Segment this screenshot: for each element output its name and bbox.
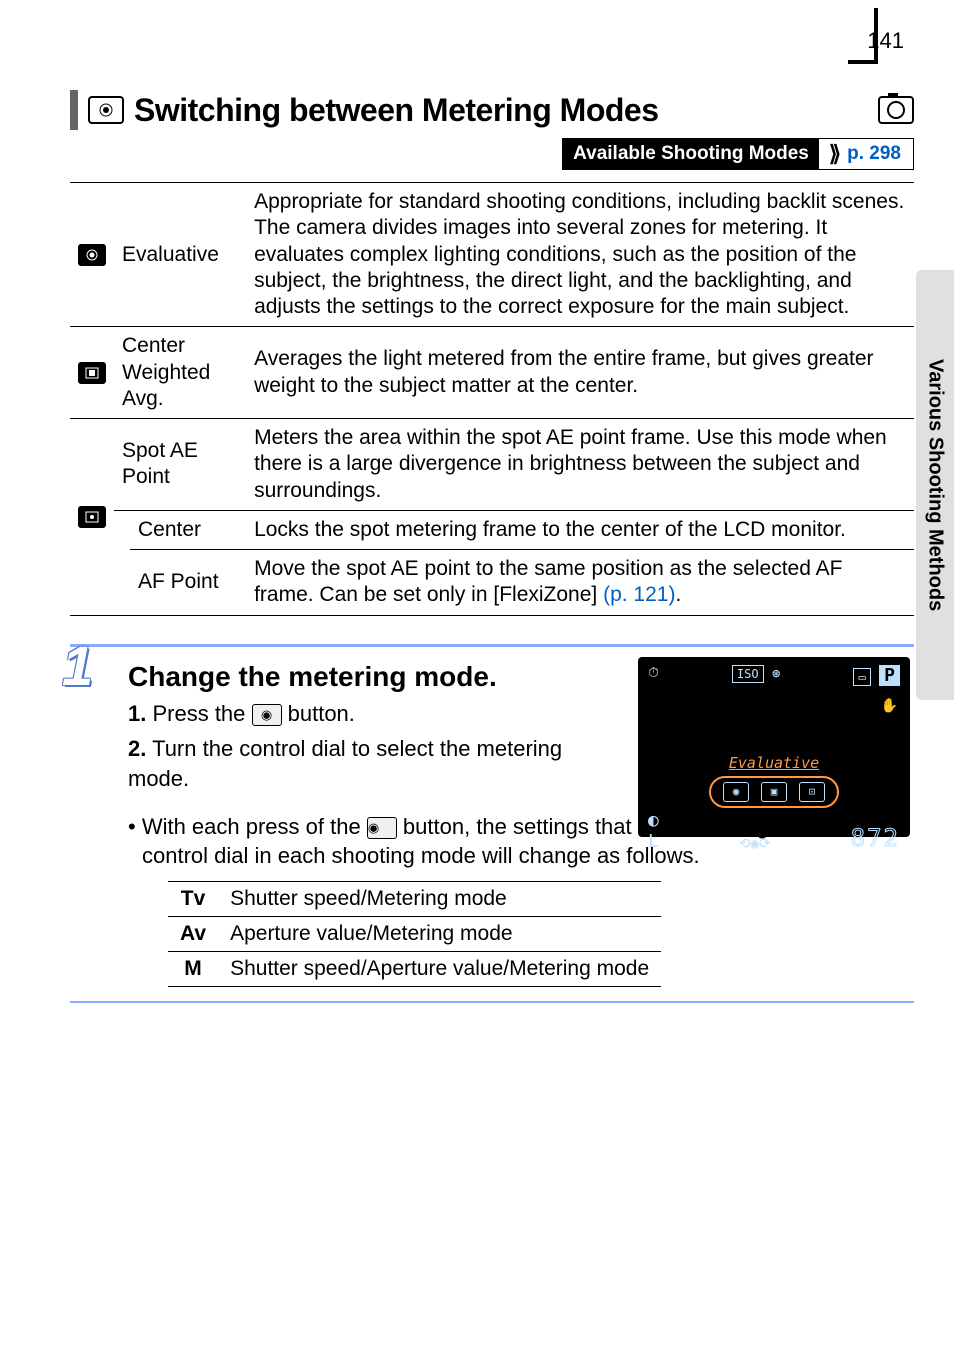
dial-hint-icon: ⟲◉⟳ xyxy=(739,836,771,852)
section-side-tab: Various Shooting Methods xyxy=(916,270,954,700)
metering-modes-table: Evaluative Appropriate for standard shoo… xyxy=(70,182,914,616)
size-l-icon: L xyxy=(648,831,659,852)
lcd-mode-label: Evaluative xyxy=(638,754,910,772)
step-block: 1 ⏱ ISO ⊛ ▭ P ✋ Evaluative ◉ ▣ ⊡ xyxy=(70,644,914,1003)
center-weighted-icon xyxy=(78,362,106,384)
page-reference-link[interactable]: (p. 121) xyxy=(603,583,675,606)
table-row: Center Weighted Avg. Averages the light … xyxy=(70,327,914,419)
submode-description: Move the spot AE point to the same posit… xyxy=(246,550,914,616)
auto-icon: ⊛ xyxy=(772,666,780,682)
substep-2: 2. Turn the control dial to select the m… xyxy=(128,734,568,793)
available-modes-box: Available Shooting Modes ⟫ p. 298 xyxy=(562,138,914,170)
submode-name: Center xyxy=(130,510,246,549)
mode-name: Evaluative xyxy=(114,183,246,327)
mode-description: Meters the area within the spot AE point… xyxy=(246,419,914,511)
spot-option-icon: ⊡ xyxy=(799,782,825,802)
available-modes-page-ref[interactable]: p. 298 xyxy=(847,143,913,165)
available-modes-label: Available Shooting Modes xyxy=(563,139,819,169)
section-side-tab-label: Various Shooting Methods xyxy=(924,359,947,611)
step-number: 1 xyxy=(62,633,93,698)
mode-description: Appropriate for standard shooting condit… xyxy=(246,183,914,327)
table-row: AF Point Move the spot AE point to the s… xyxy=(70,550,914,616)
table-row: Spot AE Point Meters the area within the… xyxy=(70,419,914,511)
mode-p-badge: P xyxy=(879,665,900,686)
bracket-icon: ◐ xyxy=(648,810,659,831)
metering-button-icon: ◉ xyxy=(367,817,397,839)
section-title: Switching between Metering Modes xyxy=(134,92,659,129)
mode-key: M xyxy=(168,951,218,986)
mode-name: Spot AE Point xyxy=(114,419,246,511)
submode-desc-tail: . xyxy=(675,583,681,606)
metering-selector-pill: ◉ ▣ ⊡ xyxy=(709,776,839,808)
note-text: • With each press of the xyxy=(128,814,367,839)
table-row: Av Aperture value/Metering mode xyxy=(168,916,661,951)
submode-description: Locks the spot metering frame to the cen… xyxy=(246,510,914,549)
mode-name: Center Weighted Avg. xyxy=(114,327,246,419)
mode-value: Aperture value/Metering mode xyxy=(218,916,661,951)
mode-description: Averages the light metered from the enti… xyxy=(246,327,914,419)
page-number: 141 xyxy=(867,28,904,54)
spot-icon xyxy=(78,506,106,528)
metering-button-icon xyxy=(88,96,124,124)
substep-number: 2. xyxy=(128,736,146,761)
iso-badge: ISO xyxy=(732,665,764,683)
aspect-icon: ▭ xyxy=(853,668,870,686)
table-row: M Shutter speed/Aperture value/Metering … xyxy=(168,951,661,986)
mode-cycle-table: Tv Shutter speed/Metering mode Av Apertu… xyxy=(168,881,661,987)
timer-icon: ⏱ xyxy=(648,665,659,686)
shots-remaining: 872 xyxy=(851,824,900,852)
hand-icon: ✋ xyxy=(638,698,910,714)
lcd-preview: ⏱ ISO ⊛ ▭ P ✋ Evaluative ◉ ▣ ⊡ ◐ xyxy=(638,657,910,837)
camera-icon xyxy=(878,96,914,124)
substep-text: button. xyxy=(282,701,355,726)
substep-text: Turn the control dial to select the mete… xyxy=(128,736,562,791)
center-weighted-option-icon: ▣ xyxy=(761,782,787,802)
submode-desc-text: Move the spot AE point to the same posit… xyxy=(254,557,842,606)
substep-text: Press the xyxy=(146,701,251,726)
substep-number: 1. xyxy=(128,701,146,726)
metering-button-icon: ◉ xyxy=(252,704,282,726)
table-row: Evaluative Appropriate for standard shoo… xyxy=(70,183,914,327)
table-row: Center Locks the spot metering frame to … xyxy=(70,510,914,549)
submode-name: AF Point xyxy=(130,550,246,616)
section-title-row: Switching between Metering Modes xyxy=(70,90,914,130)
mode-key: Tv xyxy=(168,881,218,916)
mode-value: Shutter speed/Aperture value/Metering mo… xyxy=(218,951,661,986)
evaluative-option-icon: ◉ xyxy=(723,782,749,802)
mode-value: Shutter speed/Metering mode xyxy=(218,881,661,916)
mode-key: Av xyxy=(168,916,218,951)
title-accent-bar xyxy=(70,90,78,130)
chevron-right-icon: ⟫ xyxy=(819,141,847,167)
table-row: Tv Shutter speed/Metering mode xyxy=(168,881,661,916)
evaluative-icon xyxy=(78,244,106,266)
